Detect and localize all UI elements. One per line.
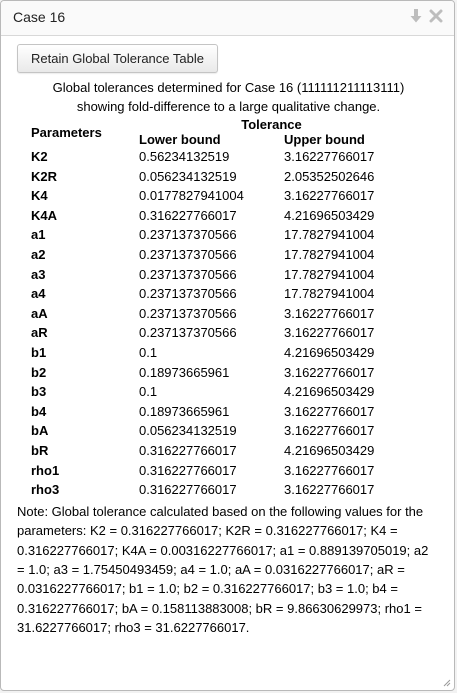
table-row: bA 0.056234132519 3.16227766017 [31, 421, 404, 441]
lower-bound-cell: 0.237137370566 [139, 305, 237, 321]
upper-bound-cell: 3.16227766017 [284, 188, 375, 204]
param-cell: a4 [31, 286, 46, 302]
upper-bound-cell: 2.05352502646 [284, 168, 375, 184]
header-upper-bound: Upper bound [284, 132, 365, 147]
param-cell: b2 [31, 364, 47, 380]
table-row: K2 0.56234132519 3.16227766017 [31, 147, 404, 167]
lower-bound-cell: 0.237137370566 [139, 227, 237, 243]
upper-bound-cell: 4.21696503429 [284, 344, 375, 360]
upper-bound-cell: 3.16227766017 [284, 325, 375, 341]
table-header-row: Parameters Tolerance [31, 117, 404, 140]
upper-bound-cell: 17.7827941004 [284, 227, 375, 243]
header-lower-bound: Lower bound [139, 132, 221, 147]
window-title: Case 16 [13, 9, 66, 25]
resize-handle-icon[interactable] [441, 677, 451, 687]
table-row: rho3 0.316227766017 3.16227766017 [31, 480, 404, 500]
title-actions [408, 8, 444, 26]
lower-bound-cell: 0.1 [139, 384, 158, 400]
lower-bound-cell: 0.237137370566 [139, 266, 237, 282]
table-row: bR 0.316227766017 4.21696503429 [31, 441, 404, 461]
table-row: b1 0.1 4.21696503429 [31, 343, 404, 363]
tolerance-table: Parameters Tolerance Lower bound Upper b… [31, 117, 404, 500]
lower-bound-cell: 0.1 [139, 344, 158, 360]
lower-bound-cell: 0.18973665961 [139, 403, 230, 419]
upper-bound-cell: 3.16227766017 [284, 482, 375, 498]
table-body: K2 0.56234132519 3.16227766017 K2R 0.0562341… [31, 147, 404, 500]
param-cell: K4 [31, 188, 48, 204]
table-row: rho1 0.316227766017 3.16227766017 [31, 461, 404, 481]
lower-bound-cell: 0.237137370566 [139, 286, 237, 302]
upper-bound-cell: 3.16227766017 [284, 403, 375, 419]
table-row: aR 0.237137370566 3.16227766017 [31, 323, 404, 343]
close-icon[interactable] [428, 8, 444, 26]
param-cell: b1 [31, 344, 47, 360]
param-cell: a3 [31, 266, 46, 282]
table-row: a2 0.237137370566 17.7827941004 [31, 245, 404, 265]
param-cell: aA [31, 305, 48, 321]
param-cell: K2 [31, 149, 48, 164]
lower-bound-cell: 0.18973665961 [139, 364, 230, 380]
lower-bound-cell: 0.056234132519 [139, 423, 237, 439]
param-cell: a1 [31, 227, 46, 243]
dialog-content: Retain Global Tolerance Table Global tol… [1, 36, 454, 638]
note-text: Note: Global tolerance calculated based … [17, 503, 429, 636]
upper-bound-cell: 3.16227766017 [284, 149, 375, 164]
header-parameters: Parameters [31, 124, 102, 140]
arrow-down-icon-svg [410, 9, 422, 23]
upper-bound-cell: 17.7827941004 [284, 286, 375, 302]
lower-bound-cell: 0.316227766017 [139, 442, 237, 458]
lower-bound-cell: 0.237137370566 [139, 325, 237, 341]
header-tolerance: Tolerance [241, 117, 302, 132]
table-subheader-row: Lower bound Upper bound [31, 132, 404, 147]
param-cell: b4 [31, 403, 47, 419]
upper-bound-cell: 17.7827941004 [284, 246, 375, 262]
param-cell: bA [31, 423, 49, 439]
param-cell: rho3 [31, 482, 60, 498]
upper-bound-cell: 4.21696503429 [284, 442, 375, 458]
upper-bound-cell: 3.16227766017 [284, 462, 375, 478]
title-bar[interactable]: Case 16 [1, 1, 454, 36]
table-row: aA 0.237137370566 3.16227766017 [31, 304, 404, 324]
upper-bound-cell: 4.21696503429 [284, 207, 375, 223]
arrow-down-icon[interactable] [408, 8, 424, 26]
param-cell: K4A [31, 207, 58, 223]
table-row: b2 0.18973665961 3.16227766017 [31, 363, 404, 383]
param-cell: bR [31, 442, 49, 458]
table-caption: Global tolerances determined for Case 16… [52, 80, 405, 114]
param-cell: b3 [31, 384, 47, 400]
table-row: K4A 0.316227766017 4.21696503429 [31, 206, 404, 226]
close-icon-svg [429, 9, 443, 23]
lower-bound-cell: 0.237137370566 [139, 246, 237, 262]
lower-bound-cell: 0.56234132519 [139, 149, 230, 164]
lower-bound-cell: 0.316227766017 [139, 207, 237, 223]
param-cell: aR [31, 325, 48, 341]
table-row: a4 0.237137370566 17.7827941004 [31, 284, 404, 304]
table-row: K4 0.0177827941004 3.16227766017 [31, 186, 404, 206]
lower-bound-cell: 0.316227766017 [139, 462, 237, 478]
lower-bound-cell: 0.0177827941004 [139, 188, 244, 204]
param-cell: K2R [31, 168, 58, 184]
table-row: K2R 0.056234132519 2.05352502646 [31, 167, 404, 187]
lower-bound-cell: 0.056234132519 [139, 168, 237, 184]
param-cell: rho1 [31, 462, 60, 478]
retain-table-button[interactable]: Retain Global Tolerance Table [17, 44, 218, 73]
table-row: a3 0.237137370566 17.7827941004 [31, 265, 404, 285]
table-row: b4 0.18973665961 3.16227766017 [31, 402, 404, 422]
lower-bound-cell: 0.316227766017 [139, 482, 237, 498]
upper-bound-cell: 3.16227766017 [284, 364, 375, 380]
param-cell: a2 [31, 246, 46, 262]
table-row: a1 0.237137370566 17.7827941004 [31, 225, 404, 245]
upper-bound-cell: 3.16227766017 [284, 423, 375, 439]
upper-bound-cell: 3.16227766017 [284, 305, 375, 321]
upper-bound-cell: 17.7827941004 [284, 266, 375, 282]
upper-bound-cell: 4.21696503429 [284, 384, 375, 400]
table-row: b3 0.1 4.21696503429 [31, 382, 404, 402]
